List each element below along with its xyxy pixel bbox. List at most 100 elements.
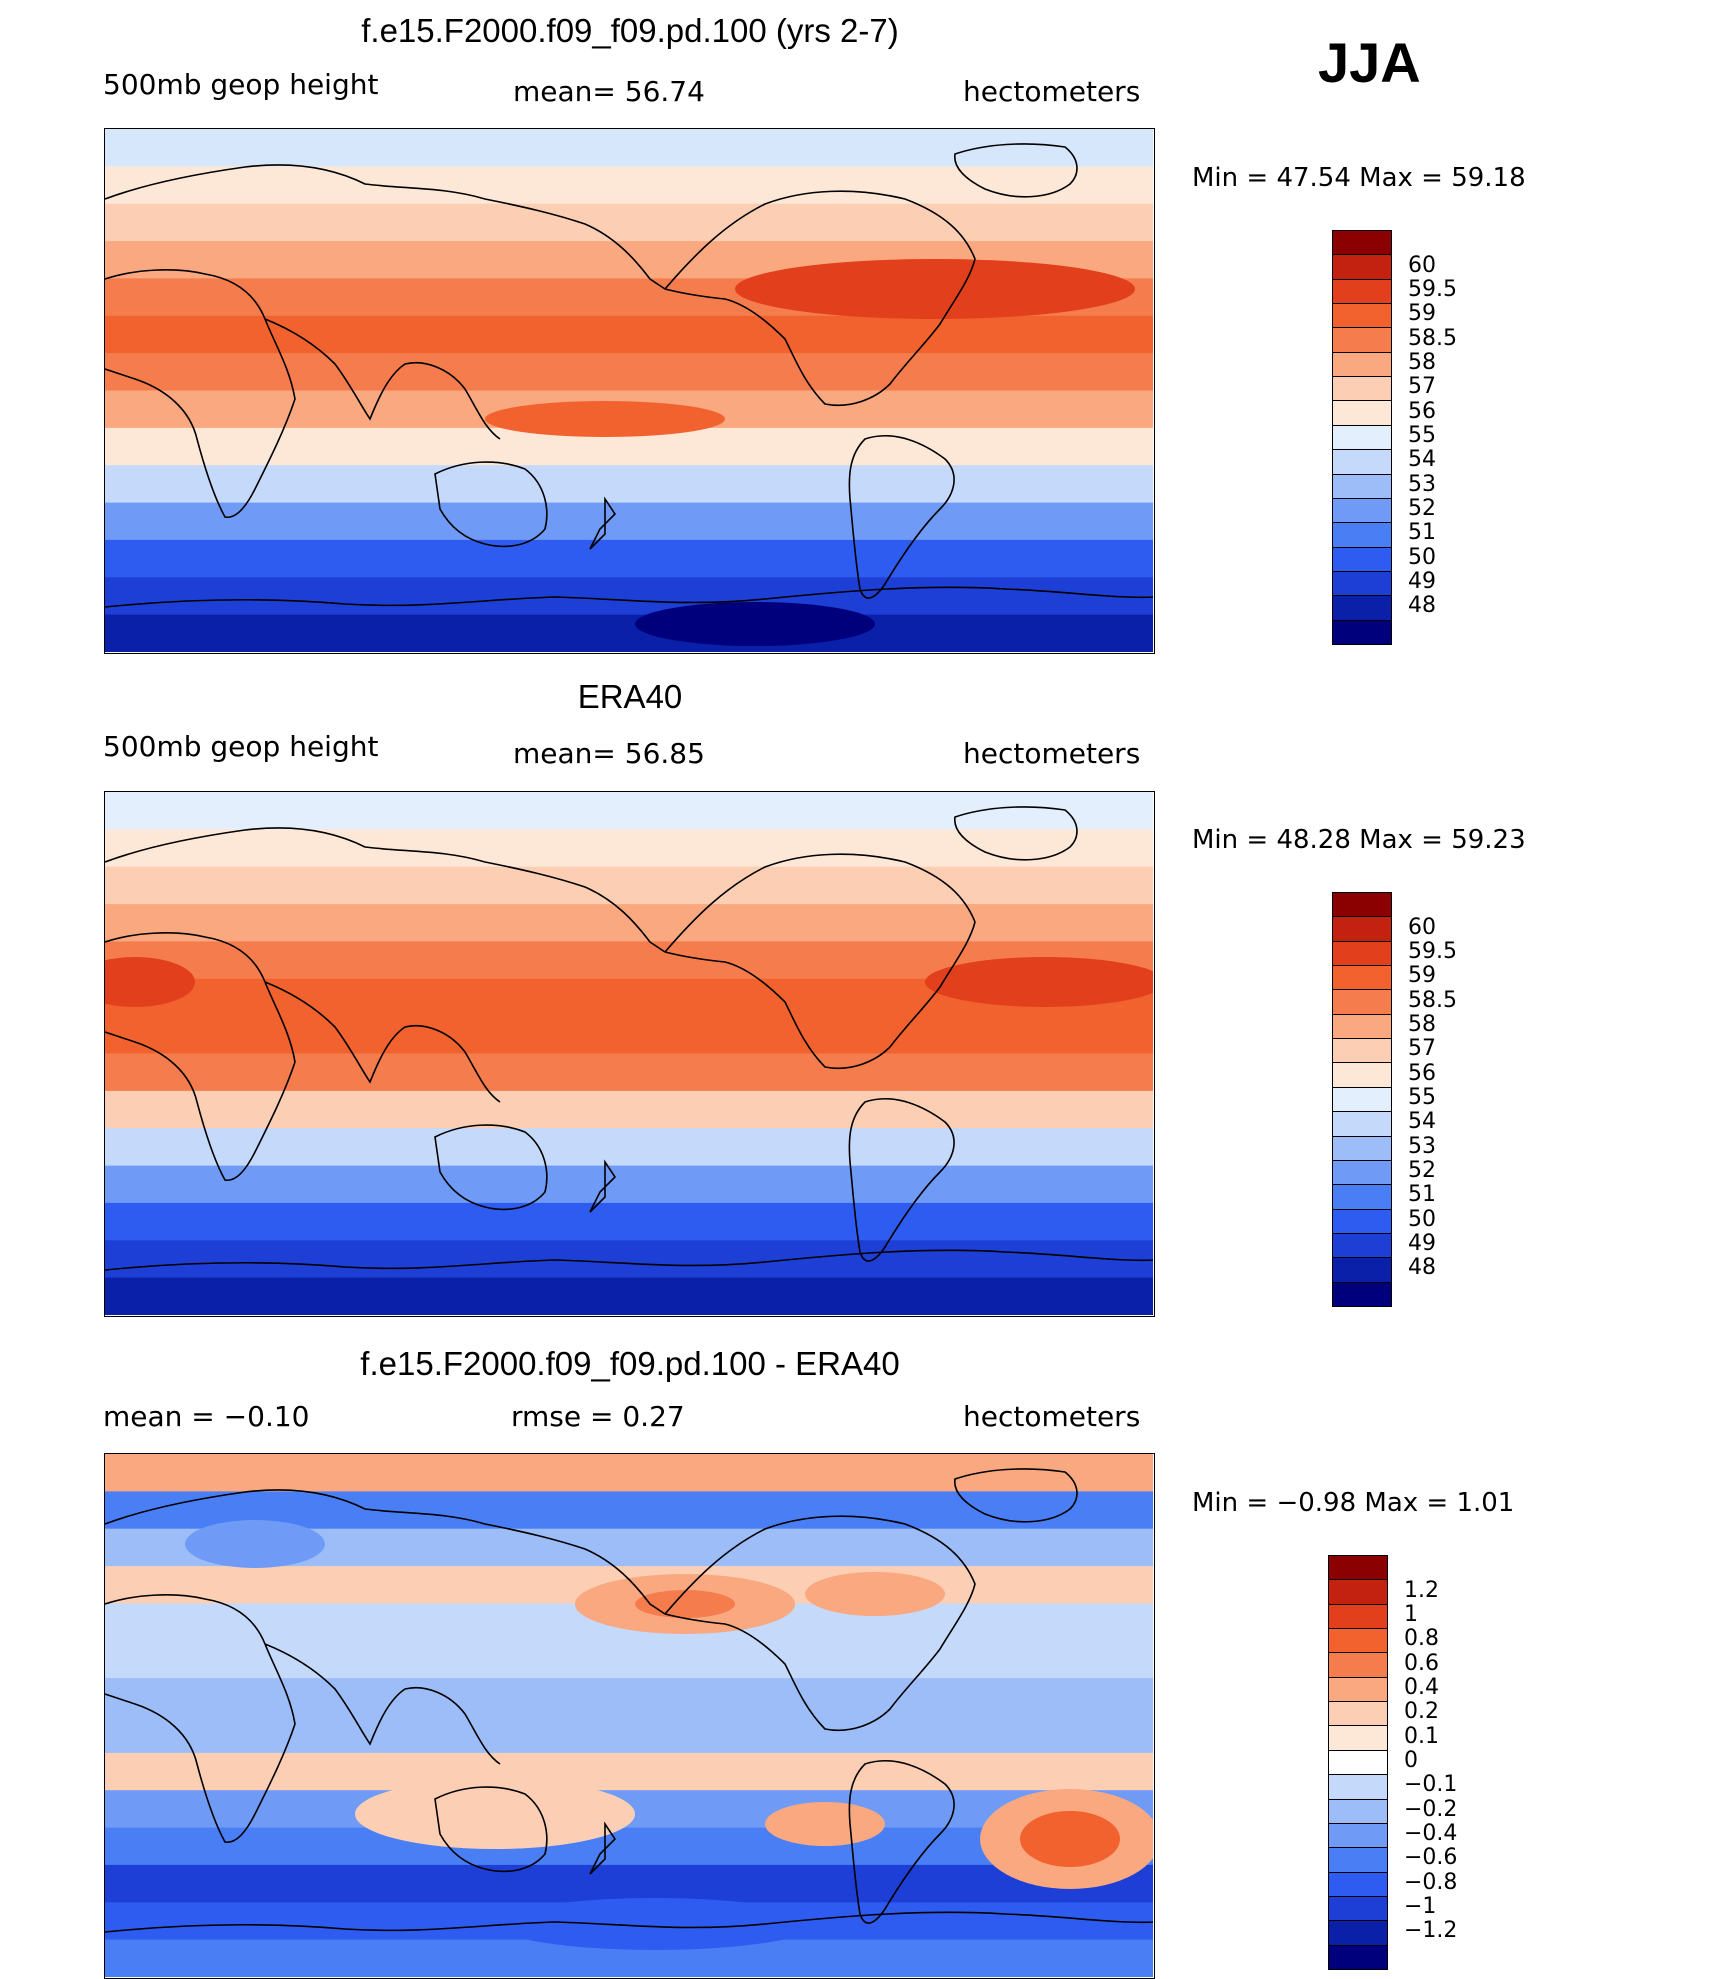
colorbar-swatch bbox=[1328, 1603, 1388, 1630]
colorbar-tick-label: 48 bbox=[1408, 593, 1436, 619]
colorbar-swatch bbox=[1332, 522, 1392, 548]
colorbar-swatch bbox=[1332, 449, 1392, 475]
colorbar-tick-label: 56 bbox=[1408, 398, 1436, 424]
colorbar-tick-label: 51 bbox=[1408, 1182, 1436, 1208]
colorbar-swatch bbox=[1332, 1038, 1392, 1064]
colorbar-tick-label: 49 bbox=[1408, 569, 1436, 595]
coastline bbox=[105, 586, 1153, 608]
colorbar-tick-label: 58.5 bbox=[1408, 325, 1457, 351]
colorbar-swatch bbox=[1332, 1135, 1392, 1161]
coastline bbox=[105, 932, 296, 1181]
colorbar-tick-label: 53 bbox=[1408, 1133, 1436, 1159]
map-contour-band bbox=[105, 1128, 1153, 1167]
map-contour-band bbox=[105, 465, 1153, 504]
colorbar-swatch bbox=[1332, 892, 1392, 918]
coastline bbox=[664, 853, 976, 1070]
colorbar-tick-label: 55 bbox=[1408, 423, 1436, 448]
coastline bbox=[105, 1911, 1153, 1933]
coastline bbox=[264, 318, 501, 440]
map-contour-band bbox=[105, 1277, 1153, 1315]
colorbar-tick-label: −0.2 bbox=[1404, 1796, 1458, 1822]
map-contour-blob bbox=[185, 1520, 325, 1568]
colorbar-tick-label: 49 bbox=[1408, 1231, 1436, 1257]
colorbar-swatch bbox=[1332, 1257, 1392, 1283]
map-contour-band bbox=[105, 1016, 1153, 1055]
map-contour-blob bbox=[495, 1898, 815, 1950]
map-svg bbox=[105, 129, 1153, 652]
colorbar-tick-label: 57 bbox=[1408, 374, 1436, 400]
colorbar-tick-label: 52 bbox=[1408, 496, 1436, 522]
coastline bbox=[105, 1489, 666, 1615]
panel-3-rmse-label: rmse = 0.27 bbox=[511, 1400, 685, 1433]
colorbar-swatch bbox=[1332, 1208, 1392, 1234]
colorbar-tick-label: −0.6 bbox=[1404, 1845, 1458, 1871]
colorbar-swatch bbox=[1328, 1555, 1388, 1581]
colorbar-tick-label: 54 bbox=[1408, 447, 1436, 473]
coastline bbox=[434, 461, 548, 548]
map-contour-blob bbox=[765, 1802, 885, 1846]
colorbar-tick-label: 60 bbox=[1408, 914, 1436, 940]
map-contour-band bbox=[105, 1053, 1153, 1092]
colorbar-swatch bbox=[1332, 940, 1392, 967]
map-contour-band bbox=[105, 502, 1153, 541]
map-contour-band bbox=[105, 1454, 1153, 1493]
colorbar-swatch bbox=[1332, 546, 1392, 572]
colorbar-tick-label: 0 bbox=[1404, 1748, 1418, 1773]
colorbar-swatch bbox=[1328, 1871, 1388, 1897]
colorbar-swatch bbox=[1328, 1652, 1388, 1678]
colorbar-tick-label: 51 bbox=[1408, 520, 1436, 546]
colorbar-swatch bbox=[1332, 424, 1392, 451]
map-contour-band bbox=[105, 1240, 1153, 1279]
colorbar-swatch bbox=[1328, 1579, 1388, 1605]
map-contour-band bbox=[105, 315, 1153, 355]
colorbar-swatch bbox=[1332, 1159, 1392, 1186]
colorbar-tick-label: 58.5 bbox=[1408, 987, 1457, 1013]
coastline bbox=[434, 1786, 548, 1873]
colorbar-tick-label: 50 bbox=[1408, 1206, 1436, 1232]
colorbar-swatch bbox=[1332, 916, 1392, 942]
coastline bbox=[954, 143, 1078, 198]
map-contour-band bbox=[105, 1752, 1153, 1792]
colorbar-tick-label: 52 bbox=[1408, 1158, 1436, 1184]
colorbar-tick-label: 57 bbox=[1408, 1036, 1436, 1062]
panel-3-colorbar: 1.2 1 0.8 0.6 0.4 0.2 0.1 0 −0.1 −0.2 −0.4 −0.6 −0.8… bbox=[1328, 1555, 1468, 1970]
panel-1-title: f.e15.F2000.f09_f09.pd.100 (yrs 2-7) bbox=[361, 12, 899, 49]
colorbar-swatch bbox=[1328, 1749, 1388, 1776]
panel-3-title: f.e15.F2000.f09_f09.pd.100 - ERA40 bbox=[360, 1345, 900, 1382]
panel-1-colorbar: 60 59.5 59 58.5 58 57 56 55 54 53 52 51 50 49 48 bbox=[1332, 230, 1472, 645]
colorbar-swatch bbox=[1328, 1895, 1388, 1922]
panel-1-minmax: Min = 47.54 Max = 59.18 bbox=[1192, 163, 1526, 193]
panel-2-mean-label: mean= 56.85 bbox=[513, 737, 705, 770]
coastline bbox=[954, 1468, 1078, 1523]
colorbar-tick-label: −0.1 bbox=[1404, 1772, 1458, 1798]
panel-3-mean-label: mean = −0.10 bbox=[103, 1400, 310, 1433]
colorbar-swatch bbox=[1328, 1847, 1388, 1873]
colorbar-swatch bbox=[1332, 989, 1392, 1015]
colorbar-swatch bbox=[1332, 570, 1392, 597]
colorbar-tick-label: 59 bbox=[1408, 963, 1436, 989]
colorbar-swatch bbox=[1332, 327, 1392, 353]
coastline bbox=[105, 269, 296, 518]
map-contour-band bbox=[105, 866, 1153, 906]
coastline bbox=[264, 981, 501, 1103]
map-contour-band bbox=[105, 792, 1153, 831]
colorbar-swatch bbox=[1332, 1086, 1392, 1113]
panel-3-map bbox=[104, 1453, 1155, 1979]
colorbar-tick-label: 54 bbox=[1408, 1109, 1436, 1135]
colorbar-tick-label: −0.8 bbox=[1404, 1869, 1458, 1895]
coastline bbox=[848, 1760, 955, 1924]
map-contour-blob bbox=[925, 957, 1153, 1007]
colorbar-swatch bbox=[1332, 351, 1392, 378]
map-svg bbox=[105, 1454, 1153, 1977]
panel-3-units-label: hectometers bbox=[963, 1400, 1141, 1433]
colorbar-swatch bbox=[1332, 376, 1392, 402]
coastline bbox=[105, 164, 666, 290]
season-label: JJA bbox=[1318, 31, 1421, 94]
colorbar-swatch bbox=[1328, 1774, 1388, 1800]
colorbar-swatch bbox=[1332, 965, 1392, 991]
colorbar-swatch bbox=[1332, 595, 1392, 621]
panel-2-map bbox=[104, 791, 1155, 1317]
colorbar-tick-label: 1 bbox=[1404, 1601, 1418, 1627]
colorbar-swatch bbox=[1332, 1062, 1392, 1088]
map-contour-band bbox=[105, 353, 1153, 392]
